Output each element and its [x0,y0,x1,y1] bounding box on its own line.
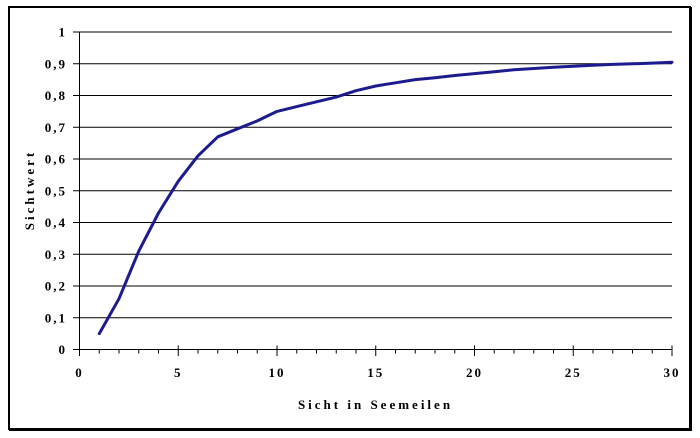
y-tick-label: 0 [59,342,68,357]
y-tick-label: 0,3 [45,247,67,262]
y-tick-label: 0,4 [45,215,67,230]
x-tick-label: 10 [269,365,286,380]
y-tick-label: 0,2 [45,279,67,294]
y-tick-label: 0,5 [45,183,67,198]
x-tick-label: 30 [664,365,681,380]
y-tick-label: 0,6 [45,152,67,167]
y-tick-label: 1 [59,25,68,40]
sichtwert-curve [97,60,674,336]
y-tick-label: 0,1 [45,310,67,325]
chart-outer-frame [8,6,691,430]
x-tick-label: 25 [565,365,582,380]
x-tick-label: 0 [75,365,84,380]
x-tick-label: 20 [466,365,483,380]
x-tick-label: 15 [367,365,384,380]
y-axis-title: Sichtwert [22,149,37,231]
y-tick-label: 0,9 [45,56,67,71]
y-tick-label: 0,8 [45,88,67,103]
x-axis-title: Sicht in Seemeilen [297,397,454,412]
x-tick-label: 5 [174,365,183,380]
y-tick-label: 0,7 [45,120,67,135]
